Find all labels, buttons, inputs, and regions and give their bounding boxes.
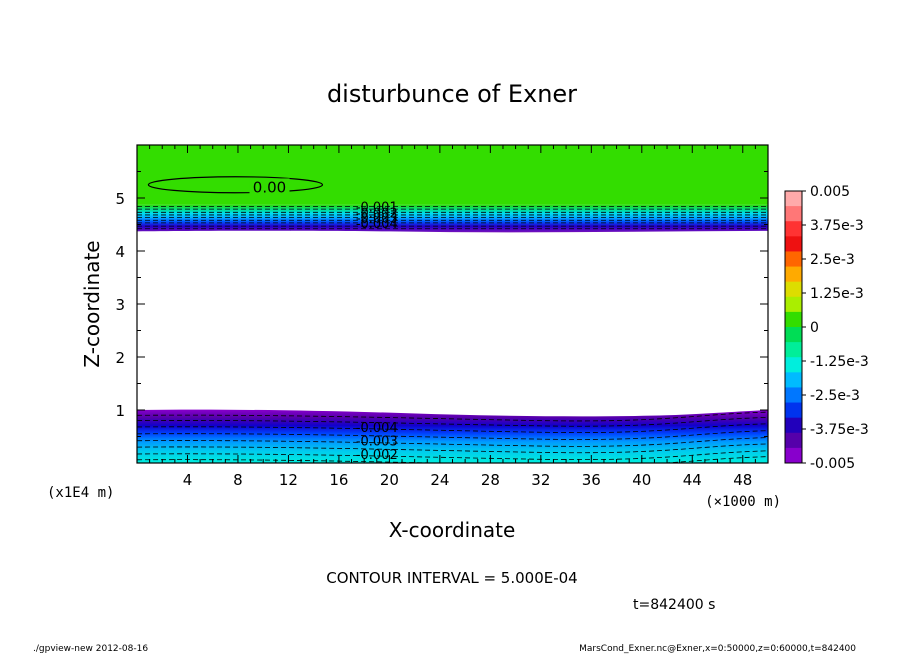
contour-line	[137, 423, 768, 433]
x-tick-label: 48	[733, 471, 752, 489]
colorbar-segment	[785, 251, 802, 268]
colorbar-segment	[785, 206, 802, 222]
footer-right: MarsCond_Exner.nc@Exner,x=0:50000,z=0:60…	[579, 644, 856, 654]
colorbar-segment	[785, 402, 802, 419]
x-tick-label: 4	[183, 471, 193, 489]
colorbar-segment	[785, 311, 802, 328]
contour-line	[137, 437, 768, 447]
top-band-positive	[137, 145, 768, 205]
colorbar: 0.005 3.75e-3 2.5e-3 1.25e-3 0 -1.25e-3 -2.5e-…	[784, 184, 869, 472]
colorbar-segment	[785, 191, 802, 207]
colorbar-segment	[785, 296, 802, 313]
colorbar-segment	[785, 236, 802, 252]
contour-label: -0.003	[356, 212, 398, 227]
contour-line	[137, 430, 768, 440]
colorbar-label: -0.005	[810, 456, 855, 472]
y-axis: 1 2 3 4 5	[115, 171, 768, 437]
y-tick-label: 2	[115, 349, 125, 367]
contour-interval-note: CONTOUR INTERVAL = 5.000E-04	[326, 569, 577, 587]
colorbar-segment	[785, 417, 802, 434]
y-tick-label: 4	[115, 243, 125, 261]
x-tick-label: 44	[683, 471, 702, 489]
plot-area: 0.00-0.001-0.002-0.003-0.004-0.004-0.003…	[136, 144, 769, 464]
x-tick-label: 12	[279, 471, 298, 489]
x-tick-label: 40	[632, 471, 651, 489]
contour-label: -0.002	[356, 206, 398, 221]
colorbar-segment	[785, 357, 802, 373]
colorbar-label: 3.75e-3	[810, 218, 864, 234]
colorbar-label: 2.5e-3	[810, 252, 855, 268]
contour-label-bg	[249, 178, 290, 195]
contour-label: 0.00	[253, 178, 286, 196]
colorbar-segment	[785, 372, 802, 388]
y-tick-label: 3	[115, 296, 125, 314]
colorbar-label: -1.25e-3	[810, 354, 869, 370]
x-axis: 4 8 12 16 20 24 28 32 36 40 44 48	[149, 145, 756, 489]
contour-label: -0.004	[356, 217, 398, 232]
colorbar-label: 0.005	[810, 184, 850, 200]
colorbar-label: 0	[810, 320, 819, 336]
colorbar-segment	[785, 221, 802, 237]
colorbar-segment	[785, 281, 802, 298]
contour-label: -0.004	[356, 421, 398, 436]
x-tick-label: 24	[430, 471, 449, 489]
y-tick-label: 5	[115, 190, 125, 208]
footer-left: ./gpview-new 2012-08-16	[33, 644, 148, 654]
x-axis-title: X-coordinate	[389, 518, 516, 542]
x-tick-label: 36	[582, 471, 601, 489]
zero-contour-loop	[147, 176, 324, 194]
contour-label: -0.002	[356, 448, 398, 463]
x-tick-label: 8	[233, 471, 243, 489]
y-unit-label: (x1E4 m)	[47, 485, 114, 501]
contour-line	[137, 417, 768, 427]
contour-line	[137, 443, 768, 454]
colorbar-segment	[785, 432, 802, 449]
chart-title: disturbunce of Exner	[327, 80, 577, 108]
x-tick-label: 20	[380, 471, 399, 489]
colorbar-segment	[785, 387, 802, 404]
x-tick-label: 16	[329, 471, 348, 489]
y-tick-label: 1	[115, 402, 125, 420]
contour-line	[137, 456, 768, 463]
colorbar-label: -2.5e-3	[810, 388, 860, 404]
contour-label: -0.003	[356, 435, 398, 450]
contour-line	[137, 411, 768, 422]
time-label: t=842400 s	[633, 597, 715, 613]
colorbar-label: -3.75e-3	[810, 422, 869, 438]
x-unit-label: (×1000 m)	[705, 494, 781, 510]
colorbar-segment	[785, 266, 802, 283]
colorbar-label: 1.25e-3	[810, 286, 864, 302]
y-axis-title: Z-coordinate	[80, 240, 104, 367]
x-tick-label: 28	[481, 471, 500, 489]
x-tick-label: 32	[531, 471, 550, 489]
upper-negative-band	[137, 204, 768, 233]
colorbar-segment	[785, 447, 802, 464]
lower-negative-band	[137, 409, 768, 463]
colorbar-segment	[785, 327, 802, 343]
contour-label: -0.001	[356, 200, 398, 215]
colorbar-segment	[785, 342, 802, 358]
contour-line	[137, 450, 768, 461]
